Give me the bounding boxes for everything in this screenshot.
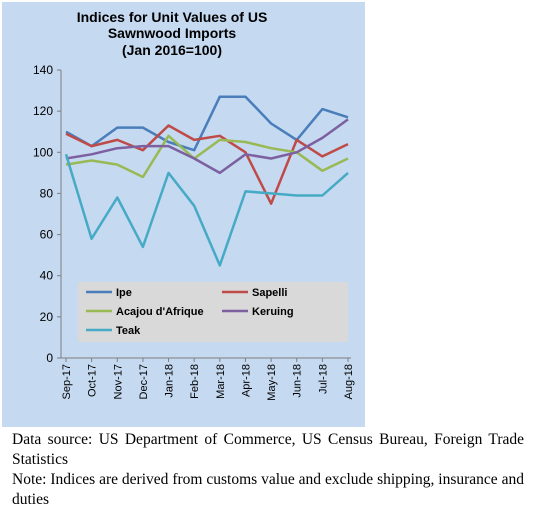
y-axis-ticks: 0 20 40 60 80 100 120 140 — [33, 63, 61, 365]
x-tick-label: Jul-18 — [317, 364, 329, 394]
x-tick-label: Nov-17 — [112, 364, 124, 399]
series-line-keruing — [65, 118, 349, 175]
legend: Ipe Sapelli Acajou d'Afrique Keruing Teak — [86, 287, 294, 337]
note-text: Note: Indices are derived from customs v… — [12, 471, 524, 508]
line-chart: Indices for Unit Values of US Sawnwood I… — [33, 9, 355, 401]
y-tick-label: 40 — [40, 269, 54, 283]
chart-title-line-1: Indices for Unit Values of US — [77, 9, 268, 25]
y-tick-label: 60 — [40, 228, 54, 242]
legend-label-sapelli: Sapelli — [252, 287, 287, 299]
legend-box — [78, 282, 348, 342]
x-tick-label: Oct-17 — [87, 364, 99, 397]
legend-label-ipe: Ipe — [116, 287, 132, 299]
legend-label-teak: Teak — [116, 325, 141, 337]
x-tick-label: Mar-18 — [215, 364, 227, 399]
chart-container: Indices for Unit Values of US Sawnwood I… — [2, 2, 365, 427]
chart-title: Indices for Unit Values of US Sawnwood I… — [77, 9, 268, 58]
series-line-acajou-d-afrique — [65, 134, 349, 179]
x-tick-label: Jun-18 — [292, 364, 304, 398]
series-line-sapelli — [65, 124, 349, 205]
y-tick-label: 140 — [33, 63, 53, 77]
x-tick-label: Apr-18 — [240, 364, 252, 397]
chart-title-line-2: Sawnwood Imports — [108, 25, 237, 41]
y-tick-label: 20 — [40, 310, 54, 324]
x-tick-label: Dec-17 — [138, 364, 150, 399]
x-tick-label: Feb-18 — [189, 364, 201, 399]
figure-caption: Data source: US Department of Commerce, … — [12, 430, 524, 510]
x-tick-label: Jan-18 — [164, 364, 176, 398]
y-tick-label: 0 — [46, 351, 53, 365]
y-tick-label: 80 — [40, 186, 54, 200]
series-line-ipe — [65, 95, 349, 152]
x-tick-label: May-18 — [266, 364, 278, 401]
series-lines — [64, 95, 349, 267]
y-tick-label: 100 — [33, 145, 53, 159]
x-axis-ticks: Sep-17 Oct-17 Nov-17 Dec-17 Jan-18 Feb-18 Mar-… — [61, 358, 355, 401]
x-tick-label: Sep-17 — [61, 364, 73, 399]
legend-label-keruing: Keruing — [252, 306, 294, 318]
series-line-teak — [64, 153, 349, 267]
legend-label-acajou-d-afrique: Acajou d'Afrique — [116, 306, 204, 318]
data-source-text: Data source: US Department of Commerce, … — [12, 431, 524, 468]
x-tick-label: Aug-18 — [343, 364, 355, 399]
chart-title-line-3: (Jan 2016=100) — [122, 42, 222, 58]
y-tick-label: 120 — [33, 104, 53, 118]
